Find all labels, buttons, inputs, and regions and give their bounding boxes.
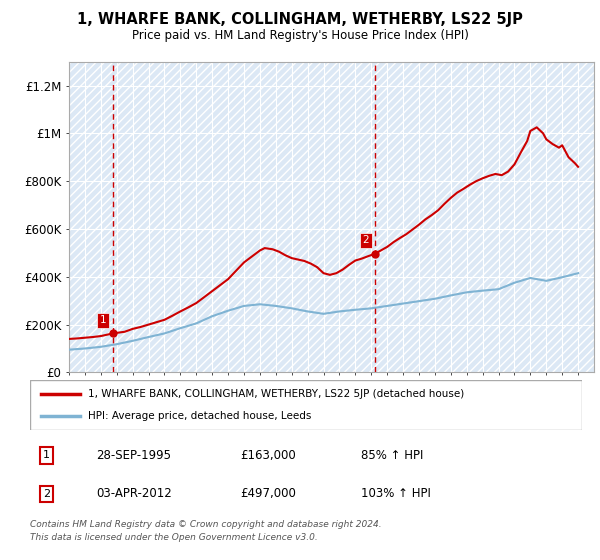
Text: Contains HM Land Registry data © Crown copyright and database right 2024.
This d: Contains HM Land Registry data © Crown c… xyxy=(30,520,382,542)
Text: HPI: Average price, detached house, Leeds: HPI: Average price, detached house, Leed… xyxy=(88,411,311,421)
Text: 2: 2 xyxy=(43,489,50,499)
Text: 1, WHARFE BANK, COLLINGHAM, WETHERBY, LS22 5JP (detached house): 1, WHARFE BANK, COLLINGHAM, WETHERBY, LS… xyxy=(88,389,464,399)
Text: £497,000: £497,000 xyxy=(240,487,296,501)
FancyBboxPatch shape xyxy=(30,380,582,430)
Text: 03-APR-2012: 03-APR-2012 xyxy=(96,487,172,501)
Text: 1: 1 xyxy=(43,450,50,460)
Text: Price paid vs. HM Land Registry's House Price Index (HPI): Price paid vs. HM Land Registry's House … xyxy=(131,29,469,42)
Text: 103% ↑ HPI: 103% ↑ HPI xyxy=(361,487,431,501)
Text: 1: 1 xyxy=(100,315,107,325)
Text: £163,000: £163,000 xyxy=(240,449,296,461)
Text: 28-SEP-1995: 28-SEP-1995 xyxy=(96,449,171,461)
Text: 85% ↑ HPI: 85% ↑ HPI xyxy=(361,449,424,461)
Text: 2: 2 xyxy=(362,235,369,245)
Text: 1, WHARFE BANK, COLLINGHAM, WETHERBY, LS22 5JP: 1, WHARFE BANK, COLLINGHAM, WETHERBY, LS… xyxy=(77,12,523,27)
